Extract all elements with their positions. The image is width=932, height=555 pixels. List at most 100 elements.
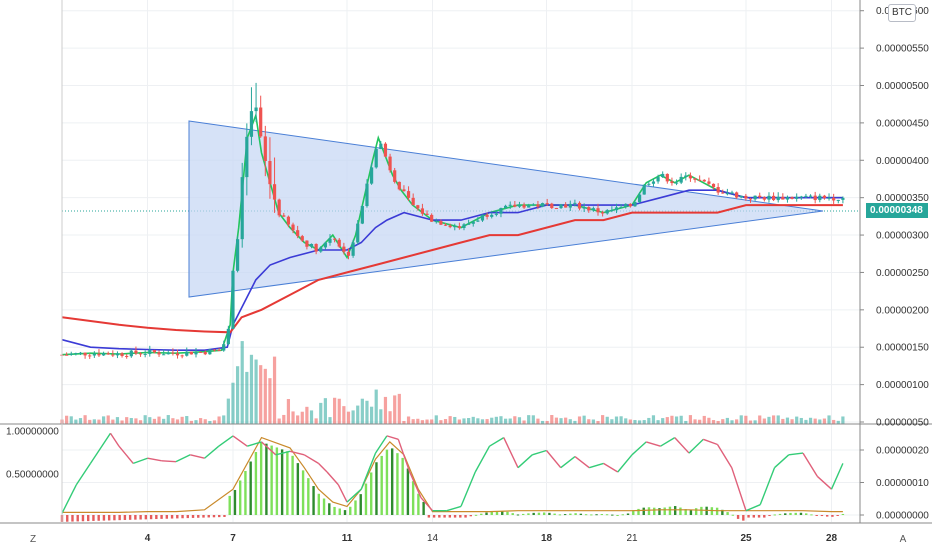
histogram-bar [244,470,247,515]
histogram-bar [736,515,740,519]
histogram-bar [794,512,797,515]
volume-bar [674,416,679,424]
volume-bar [199,418,203,424]
time-tick-label: 14 [427,533,439,544]
histogram-bar [128,515,132,520]
candle-body [333,238,337,240]
candle-body [166,352,170,355]
candle-body [342,246,346,252]
histogram-bar [401,457,404,515]
candle-body [771,195,776,201]
volume-bar [277,418,281,424]
candle-body [254,107,258,112]
histogram-bar [71,515,74,522]
volume-bar [550,415,554,424]
volume-bar [439,420,443,424]
candle-body [582,207,586,209]
histogram-bar [673,506,677,515]
volume-bar [157,416,161,424]
volume-bar [531,415,535,424]
auto-scale-button[interactable]: A [899,534,907,545]
ma-slow-line [61,204,843,334]
volume-bar [300,411,304,424]
zoom-toggle-button[interactable]: Z [29,534,37,545]
volume-bar [125,417,129,424]
volume-bar [430,419,434,424]
candle-body [614,207,619,211]
histogram-bar [390,448,394,515]
candle-body [758,195,762,198]
histogram-bar [600,514,604,516]
histogram-bar [668,506,672,515]
histogram-bar [522,513,525,515]
candle-body [208,349,212,355]
candle-body [559,204,563,209]
candle-body [647,183,651,185]
volume-bar [771,415,776,424]
histogram-bar [820,515,824,517]
osc-fast-segment [247,441,262,447]
histogram-bar [700,506,703,515]
candle-body [596,208,600,213]
volume-bar [827,415,831,424]
histogram-bar [684,509,687,515]
volume-bar [711,420,716,424]
volume-bar [356,405,360,424]
volume-bar [360,398,364,424]
candle-body [679,176,683,183]
candle-body [185,351,189,356]
osc-fast-segment [409,471,422,499]
candle-body [698,179,702,181]
volume-bar [577,416,582,424]
currency-badge[interactable]: BTC [888,4,916,22]
candle-body [189,351,193,355]
volume-bar [272,356,277,424]
histogram-bar [417,493,420,515]
histogram-bar [742,515,745,521]
volume-bar [762,418,766,424]
histogram-bar [763,515,766,518]
candle-body [282,215,286,217]
volume-bar [647,417,651,424]
volume-bar [69,416,73,424]
volume-bar [351,410,355,424]
histogram-bar [280,449,284,515]
candle-body [522,204,526,208]
volume-bar [78,418,83,424]
candle-body [688,175,693,179]
histogram-bar [265,443,268,515]
candle-body [818,195,822,201]
histogram-bar [595,514,598,516]
histogram-bar [76,515,79,522]
price-tick-label: 0.00000200 [876,305,929,316]
candle-body [453,226,457,228]
histogram-bar [584,514,588,516]
volume-bar [268,378,272,424]
volume-bar [92,419,96,424]
volume-bar [305,406,309,424]
time-tick-label: 4 [145,533,151,544]
candle-body [494,213,498,215]
candlesticks [60,82,845,359]
histogram-bar [506,511,509,515]
histogram-bar [831,515,834,517]
volume-bar [194,420,198,424]
histogram-bar [558,514,562,516]
osc-fast-segment [545,450,562,469]
osc-slow-line [62,436,843,514]
time-tick-label: 18 [541,533,553,544]
histogram-bar [92,515,95,521]
candle-body [74,353,78,355]
candle-body [402,189,406,192]
volume-bar [818,419,822,424]
histogram-bar [490,511,493,515]
histogram-bar [422,501,425,515]
volume-bar [101,416,106,424]
osc-fast-segment [275,450,291,456]
volume-bar [148,417,152,424]
osc-fast-segment [560,455,576,469]
candle-body [499,208,503,214]
